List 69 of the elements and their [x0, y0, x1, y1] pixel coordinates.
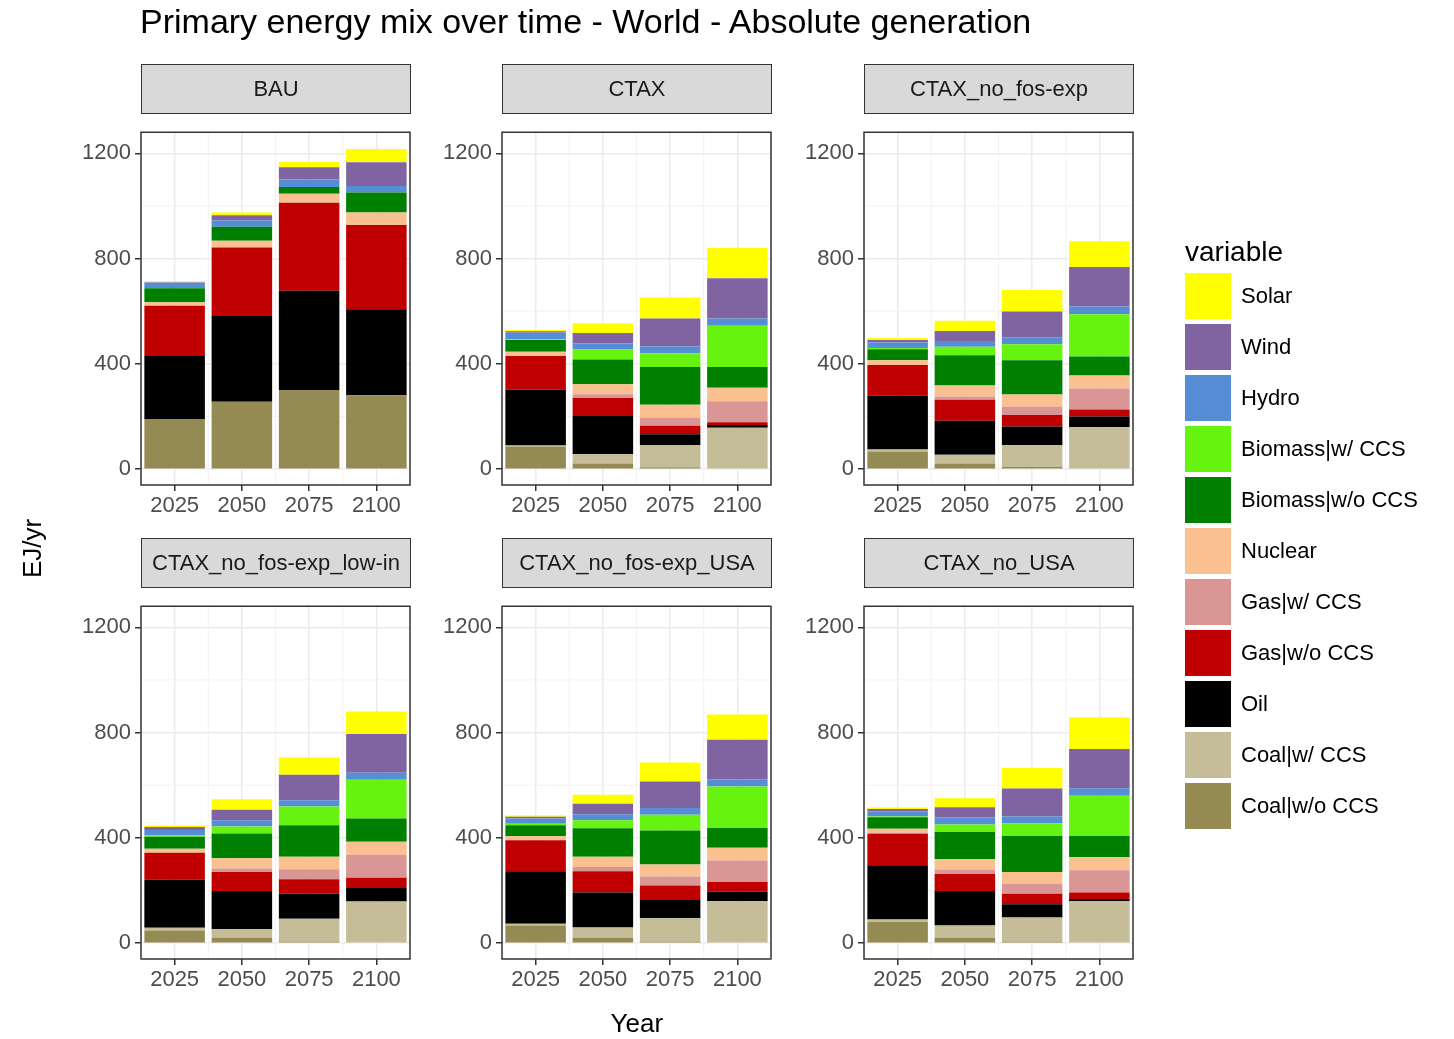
legend-label: Hydro	[1241, 384, 1300, 411]
text: Primary energy mix over time - World - Absolute generation	[140, 2, 1032, 41]
y-tick-label: 800	[817, 718, 854, 744]
chart-title: BAU	[141, 64, 411, 114]
legend-label: Gas|w/o CCS	[1241, 639, 1374, 666]
x-tick-label: 2025	[511, 966, 561, 992]
chart-title: CTAX_no_fos-exp_USA	[502, 538, 772, 588]
y-tick-label: 0	[118, 929, 131, 955]
legend-label: Oil	[1241, 690, 1268, 717]
y-tick-label: 400	[817, 349, 854, 375]
y-tick-label: 1200	[805, 613, 854, 639]
x-tick-label: 2075	[1007, 966, 1057, 992]
x-tick-label: 2025	[511, 492, 561, 518]
x-tick-label: 2025	[873, 492, 923, 518]
y-tick-label: 800	[817, 244, 854, 270]
legend-label: Coal|w/o CCS	[1241, 792, 1379, 819]
x-tick-label: 2050	[217, 492, 267, 518]
y-tick-label: 0	[118, 455, 131, 481]
x-tick-label: 2050	[578, 492, 628, 518]
y-tick-label: 400	[94, 349, 131, 375]
x-tick-label: 2050	[940, 966, 990, 992]
y-tick-label: 800	[455, 718, 492, 744]
x-tick-label: 2100	[712, 966, 762, 992]
x-tick-label: 2100	[351, 492, 401, 518]
chart-title: CTAX_no_fos-exp	[864, 64, 1134, 114]
x-tick-label: 2075	[645, 492, 695, 518]
legend-label: Biomass|w/ CCS	[1241, 435, 1406, 462]
x-tick-label: 2050	[940, 492, 990, 518]
y-tick-label: 800	[94, 244, 131, 270]
legend-label: Coal|w/ CCS	[1241, 741, 1367, 768]
legend-label: Wind	[1241, 333, 1292, 360]
legend-label: Gas|w/ CCS	[1241, 588, 1362, 615]
y-tick-label: 0	[841, 455, 854, 481]
legend-label: Solar	[1241, 282, 1293, 309]
legend-label: Nuclear	[1241, 537, 1317, 564]
y-tick-label: 800	[94, 718, 131, 744]
y-tick-label: 1200	[82, 139, 131, 165]
x-tick-label: 2025	[873, 966, 923, 992]
y-tick-label: 400	[94, 823, 131, 849]
x-tick-label: 2100	[712, 492, 762, 518]
x-tick-label: 2075	[284, 966, 334, 992]
x-tick-label: 2050	[217, 966, 267, 992]
x-tick-label: 2075	[645, 966, 695, 992]
legend-label: Biomass|w/o CCS	[1241, 486, 1418, 513]
y-tick-label: 400	[817, 823, 854, 849]
y-tick-label: 1200	[443, 139, 492, 165]
x-tick-label: 2075	[284, 492, 334, 518]
legend-title: variable	[1185, 236, 1285, 268]
y-tick-label: 0	[479, 455, 492, 481]
x-tick-label: 2100	[351, 966, 401, 992]
x-tick-label: 2100	[1074, 966, 1124, 992]
y-tick-label: 1200	[82, 613, 131, 639]
chart-title: CTAX_no_USA	[864, 538, 1134, 588]
y-tick-label: 1200	[443, 613, 492, 639]
x-tick-label: 2050	[578, 966, 628, 992]
x-tick-label: 2100	[1074, 492, 1124, 518]
y-tick-label: 0	[479, 929, 492, 955]
x-tick-label: 2025	[150, 966, 200, 992]
y-tick-label: 400	[455, 349, 492, 375]
y-tick-label: 400	[455, 823, 492, 849]
x-tick-label: 2075	[1007, 492, 1057, 518]
y-tick-label: 1200	[805, 139, 854, 165]
x-tick-label: 2025	[150, 492, 200, 518]
x-axis-title: Year	[610, 1008, 664, 1039]
y-tick-label: 800	[455, 244, 492, 270]
chart-title: CTAX	[502, 64, 772, 114]
chart-title: CTAX_no_fos-exp_low-in	[141, 538, 411, 588]
y-axis-title: EJ/yr	[16, 518, 48, 578]
y-tick-label: 0	[841, 929, 854, 955]
